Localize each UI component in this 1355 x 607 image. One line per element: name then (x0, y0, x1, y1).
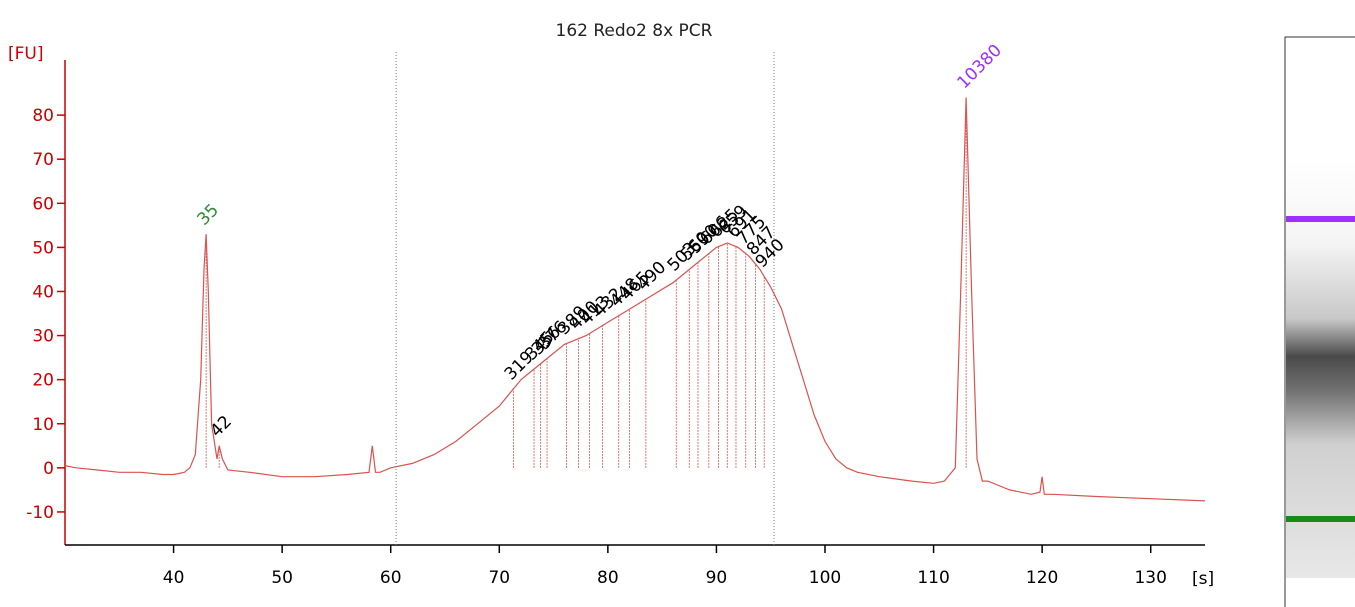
gel-smear (1286, 160, 1355, 578)
y-tick-label: 40 (32, 282, 54, 302)
gel-band-lower (1286, 516, 1355, 522)
y-axis-label: [FU] (8, 44, 44, 64)
x-tick-label: 120 (1026, 568, 1058, 588)
x-tick-label: 60 (380, 568, 402, 588)
x-axis-label: [s] (1192, 569, 1214, 589)
peak-label: 10380 (954, 41, 1006, 93)
y-tick-label: 20 (32, 371, 54, 391)
x-tick-label: 110 (917, 568, 949, 588)
x-tick-label: 40 (163, 568, 185, 588)
y-tick-label: 70 (32, 150, 54, 170)
trace-line (64, 97, 1206, 502)
y-tick-label: -10 (26, 503, 54, 523)
x-tick-label: 70 (488, 568, 510, 588)
gel-band-upper (1286, 216, 1355, 222)
gel-lane (1284, 36, 1355, 607)
y-tick-label: 30 (32, 327, 54, 347)
x-tick-label: 50 (271, 568, 293, 588)
y-tick-label: 80 (32, 106, 54, 126)
y-tick-label: 0 (43, 459, 54, 479)
y-tick-label: 50 (32, 238, 54, 258)
x-tick-label: 80 (597, 568, 619, 588)
x-tick-label: 90 (706, 568, 728, 588)
chart-title: 162 Redo2 8x PCR (556, 21, 713, 41)
y-tick-label: 10 (32, 415, 54, 435)
x-tick-label: 100 (809, 568, 841, 588)
peak-label: 35 (194, 200, 223, 229)
y-tick-label: 60 (32, 194, 54, 214)
x-tick-label: 130 (1134, 568, 1166, 588)
